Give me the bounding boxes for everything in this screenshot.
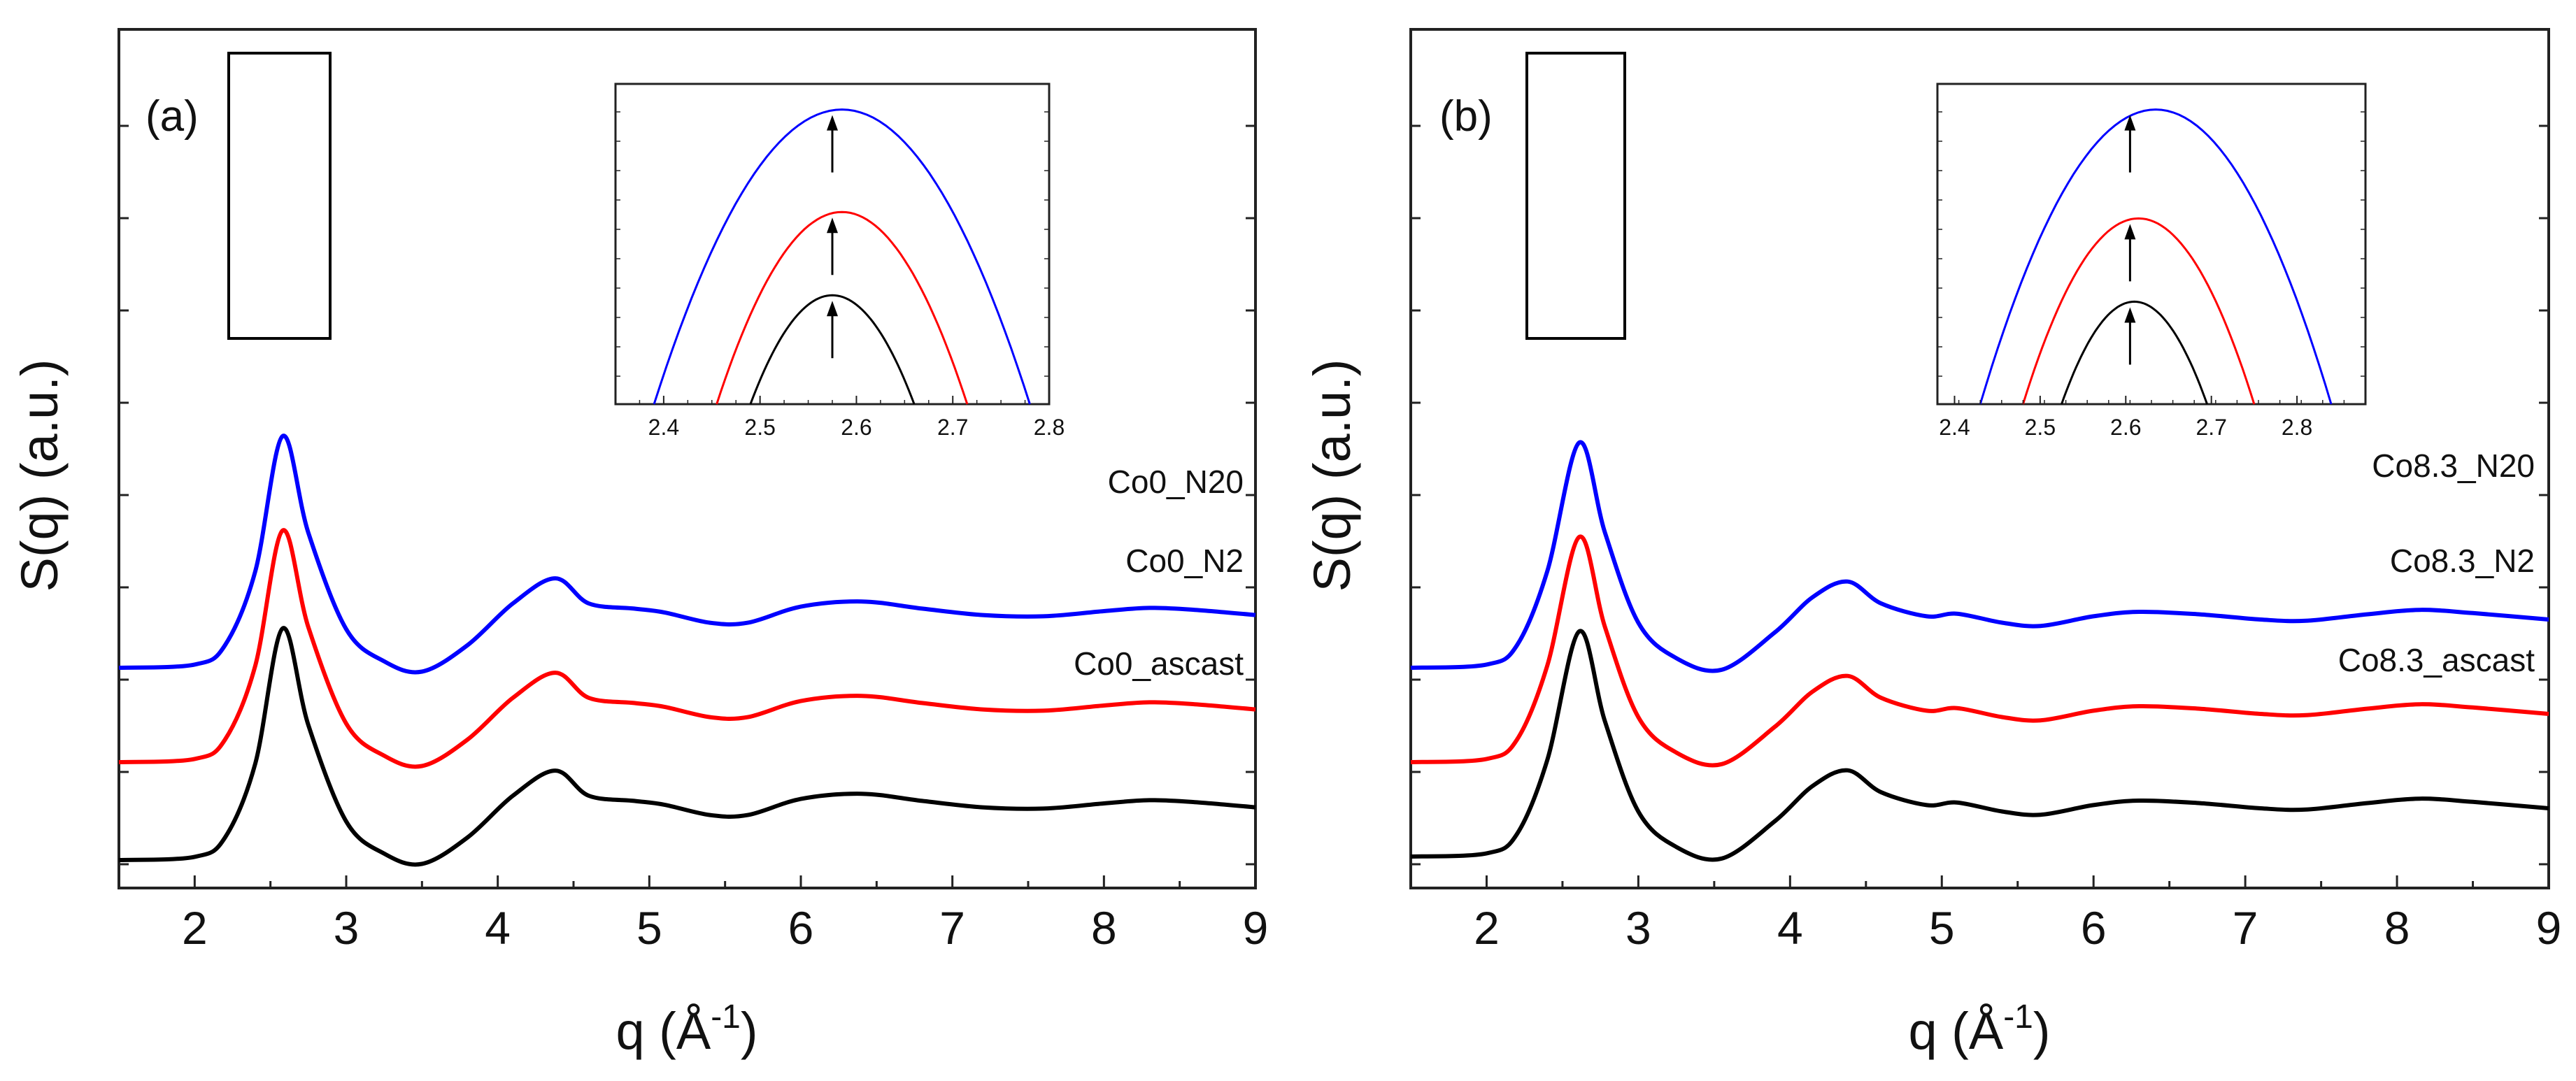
peak-arrow-head xyxy=(827,301,838,317)
y-ticks-a xyxy=(119,124,1255,866)
inset-x-tick-label: 2.7 xyxy=(937,415,968,440)
peak-arrow-head xyxy=(2124,115,2136,131)
series-label-a-n2: Co0_N2 xyxy=(1125,543,1244,579)
y-axis-title-b: S(q) (a.u.) xyxy=(1303,359,1361,592)
series-label-a-ascast: Co0_ascast xyxy=(1074,645,1244,682)
peak-arrow-head xyxy=(827,115,838,131)
y-axis-title-a: S(q) (a.u.) xyxy=(10,359,69,592)
x-axis-title-b-close: ) xyxy=(2033,1002,2051,1060)
series-label-b-n20: Co8.3_N20 xyxy=(2372,448,2535,484)
x-tick-label: 5 xyxy=(636,902,662,954)
inset-line-Co0_N20 xyxy=(653,108,1031,405)
inset-x-tick-label: 2.7 xyxy=(2196,415,2226,440)
curves-a xyxy=(118,434,1256,867)
series-line-Co8.3_N2 xyxy=(1410,534,2549,768)
peak-arrow-head xyxy=(827,217,838,234)
x-tick-label: 4 xyxy=(485,902,511,954)
inset-x-tick-label: 2.5 xyxy=(744,415,775,440)
series-line-Co0_ascast xyxy=(118,626,1256,867)
plot-area-b: 2 3 4 5 6 7 8 9 xyxy=(1409,28,2562,954)
inset-x-tick-label: 2.4 xyxy=(1939,415,1970,440)
inset-line-Co0_N2 xyxy=(716,210,969,405)
x-tick-label: 3 xyxy=(334,902,360,954)
plot-area-a: 2 3 4 5 6 7 8 9 xyxy=(118,28,1269,954)
plot-frame-b xyxy=(1409,28,2550,889)
x-axis-title-a: q (Å-1) xyxy=(615,998,757,1060)
x-axis-title-a-sup: -1 xyxy=(711,998,741,1036)
inset-x-ticks-b: 2.4 2.5 2.6 2.7 2.8 xyxy=(1937,111,2366,440)
inset-b: 2.4 2.5 2.6 2.7 2.8 xyxy=(1936,83,2367,440)
x-tick-label: 9 xyxy=(2536,902,2562,954)
series-label-a-n20: Co0_N20 xyxy=(1108,464,1244,500)
x-tick-label: 6 xyxy=(2081,902,2107,954)
x-axis-title-a-text: q (Å xyxy=(615,1002,711,1060)
inset-x-tick-label: 2.5 xyxy=(2025,415,2056,440)
x-tick-label: 5 xyxy=(1929,902,1955,954)
x-ticks-b: 2 3 4 5 6 7 8 9 xyxy=(1409,875,2562,954)
x-tick-label: 6 xyxy=(788,902,814,954)
inset-x-tick-label: 2.6 xyxy=(841,415,871,440)
inset-a: 2.4 2.5 2.6 2.7 2.8 xyxy=(614,83,1065,440)
x-tick-label: 3 xyxy=(1625,902,1651,954)
plot-frame-a xyxy=(118,28,1257,889)
zoom-box-b xyxy=(1525,52,1626,340)
panel-label-b: (b) xyxy=(1439,92,1493,141)
x-axis-title-b-text: q (Å xyxy=(1908,1002,2003,1060)
x-axis-title-b-sup: -1 xyxy=(2003,998,2033,1036)
series-line-Co0_N2 xyxy=(118,528,1256,769)
zoom-box-a xyxy=(227,52,332,340)
panel-b: S(q) (a.u.) 2 3 4 5 6 7 8 9 (b) Co8.3_N20 Co8.3… xyxy=(1303,28,2562,1060)
x-tick-label: 2 xyxy=(1474,902,1500,954)
y-ticks-b xyxy=(1411,124,2549,866)
x-tick-label: 7 xyxy=(2233,902,2258,954)
x-tick-label: 8 xyxy=(2384,902,2410,954)
inset-x-ticks-a: 2.4 2.5 2.6 2.7 2.8 xyxy=(615,111,1065,440)
series-line-Co8.3_N20 xyxy=(1410,440,2549,673)
x-axis-title-a-close: ) xyxy=(741,1002,758,1060)
curves-b xyxy=(1410,440,2549,862)
inset-line-Co8.3_N20 xyxy=(1979,108,2333,405)
inset-line-Co8.3_ascast xyxy=(2061,300,2209,405)
inset-curves-b xyxy=(1979,108,2333,405)
series-label-b-n2: Co8.3_N2 xyxy=(2390,543,2535,579)
inset-x-tick-label: 2.8 xyxy=(1034,415,1065,440)
x-tick-label: 2 xyxy=(182,902,208,954)
inset-frame-b xyxy=(1936,83,2367,406)
panel-label-a: (a) xyxy=(145,92,199,141)
inset-curves-a xyxy=(653,108,1031,405)
inset-line-Co8.3_N2 xyxy=(2021,217,2256,405)
x-tick-label: 9 xyxy=(1243,902,1269,954)
inset-line-Co0_ascast xyxy=(749,294,916,405)
inset-x-tick-label: 2.6 xyxy=(2110,415,2141,440)
x-tick-label: 8 xyxy=(1091,902,1117,954)
x-axis-title-b: q (Å-1) xyxy=(1908,998,2050,1060)
x-tick-label: 7 xyxy=(939,902,965,954)
peak-arrow-head xyxy=(2124,307,2136,323)
series-label-b-ascast: Co8.3_ascast xyxy=(2338,642,2535,678)
peak-arrow-head xyxy=(2124,224,2136,240)
inset-x-tick-label: 2.8 xyxy=(2282,415,2312,440)
series-line-Co8.3_ascast xyxy=(1410,629,2549,862)
series-line-Co0_N20 xyxy=(118,434,1256,675)
inset-x-tick-label: 2.4 xyxy=(648,415,679,440)
x-ticks-a: 2 3 4 5 6 7 8 9 xyxy=(118,875,1269,954)
x-tick-label: 4 xyxy=(1777,902,1803,954)
